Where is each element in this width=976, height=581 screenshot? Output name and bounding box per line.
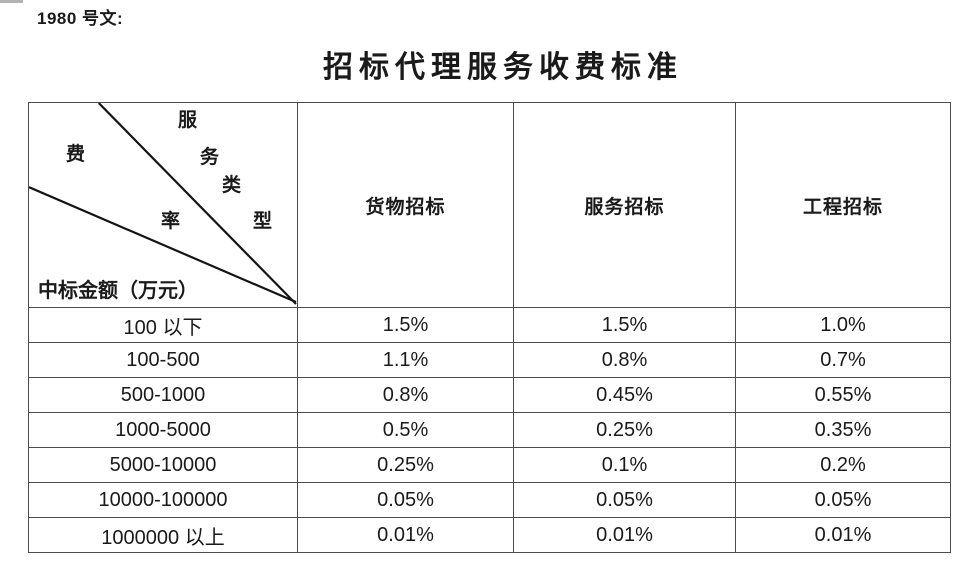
service-rate-cell: 0.45% [513,377,736,413]
column-header-goods: 货物招标 [297,102,514,308]
amount-cell: 100-500 [28,342,298,378]
service-type-label-char-2: 务 [200,147,220,168]
engineering-rate-cell: 0.55% [735,377,951,413]
fee-rate-label-char-2: 率 [161,211,181,232]
service-rate-cell: 1.5% [513,307,736,343]
amount-cell: 1000-5000 [28,412,298,448]
table-row-7: 1000000 以上 0.01% 0.01% 0.01% [28,517,951,553]
amount-cell: 500-1000 [28,377,298,413]
table-row-5: 5000-10000 0.25% 0.1% 0.2% [28,447,951,483]
engineering-rate-cell: 0.2% [735,447,951,483]
goods-rate-cell: 0.8% [297,377,514,413]
table-header-row: 费 率 服 务 类 型 中标金额（万元） 货物招标 服务招标 工程招标 [28,102,951,308]
goods-rate-cell: 1.1% [297,342,514,378]
goods-rate-cell: 0.05% [297,482,514,518]
amount-header-label: 中标金额（万元） [38,280,198,302]
amount-cell: 5000-10000 [28,447,298,483]
table-row-2: 100-500 1.1% 0.8% 0.7% [28,342,951,378]
service-rate-cell: 0.05% [513,482,736,518]
engineering-rate-cell: 0.35% [735,412,951,448]
fee-table: 费 率 服 务 类 型 中标金额（万元） 货物招标 服务招标 工程招标 100 … [28,102,951,553]
fee-rate-label-char-1: 费 [66,144,86,165]
engineering-rate-cell: 1.0% [735,307,951,343]
goods-rate-cell: 1.5% [297,307,514,343]
table-row-6: 10000-100000 0.05% 0.05% 0.05% [28,482,951,518]
page-title: 招标代理服务收费标准 [323,51,683,84]
column-header-service: 服务招标 [513,102,736,308]
service-rate-cell: 0.1% [513,447,736,483]
goods-rate-cell: 0.25% [297,447,514,483]
amount-cell: 10000-100000 [28,482,298,518]
service-rate-cell: 0.25% [513,412,736,448]
table-row-1: 100 以下 1.5% 1.5% 1.0% [28,307,951,343]
service-type-label-char-3: 类 [222,175,242,196]
goods-rate-cell: 0.5% [297,412,514,448]
engineering-rate-cell: 0.05% [735,482,951,518]
column-header-engineering: 工程招标 [735,102,951,308]
service-type-label-char-4: 型 [253,211,273,232]
service-rate-cell: 0.8% [513,342,736,378]
table-row-3: 500-1000 0.8% 0.45% 0.55% [28,377,951,413]
screen-edge-artifact [0,0,23,3]
service-type-label-char-1: 服 [178,110,198,131]
engineering-rate-cell: 0.7% [735,342,951,378]
engineering-rate-cell: 0.01% [735,517,951,553]
document-number: 1980 号文: [37,9,124,28]
amount-cell: 1000000 以上 [28,517,298,553]
diagonal-divider-lines [29,103,297,305]
amount-cell: 100 以下 [28,307,298,343]
table-row-4: 1000-5000 0.5% 0.25% 0.35% [28,412,951,448]
diagonal-header-content: 费 率 服 务 类 型 中标金额（万元） [29,103,297,307]
diagonal-header-cell: 费 率 服 务 类 型 中标金额（万元） [28,102,298,308]
service-rate-cell: 0.01% [513,517,736,553]
goods-rate-cell: 0.01% [297,517,514,553]
